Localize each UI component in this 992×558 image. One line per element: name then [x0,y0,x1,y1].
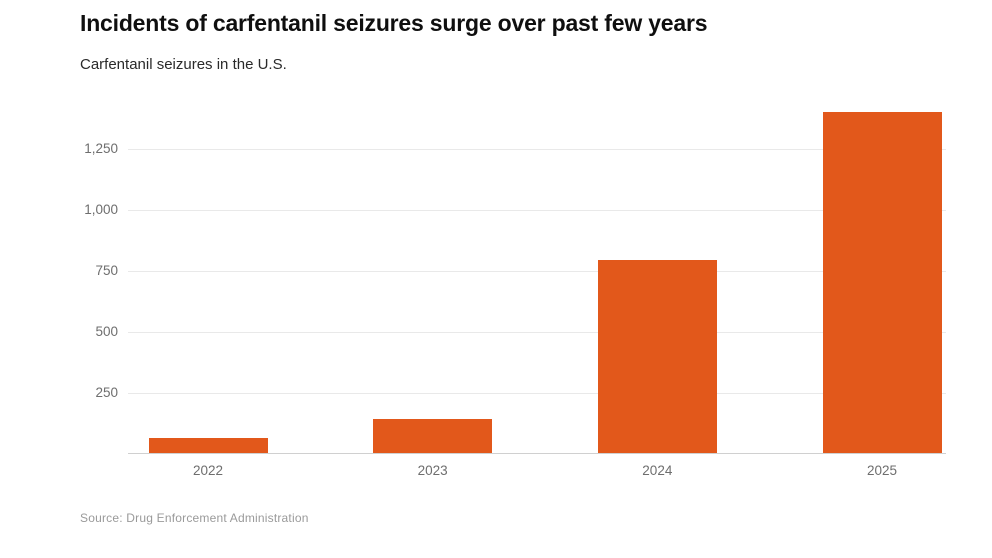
bar-2023 [373,418,493,453]
y-axis-tick-label: 750 [95,262,118,278]
x-axis-tick-label: 2022 [192,463,224,478]
x-axis-baseline [128,453,946,454]
gridline-y-1250 [128,148,946,150]
chart-title: Incidents of carfentanil seizures surge … [80,10,708,36]
y-axis-tick-label: 500 [95,323,118,339]
gridline-y-750 [128,270,946,272]
bar-2024 [597,260,717,453]
x-axis-tick-label: 2025 [866,463,898,478]
gridline-y-500 [128,331,946,333]
bar-chart-plot-area: 250 500 750 1,000 1,250 2022 2023 2024 2025 [84,100,946,478]
x-axis-tick-label: 2024 [642,463,673,478]
bar-2025 [822,112,942,453]
gridline-y-250 [128,392,946,394]
gridline-y-1000 [128,209,946,211]
x-axis-tick-label: 2023 [417,463,448,478]
source-note: Source: Drug Enforcement Administration [80,511,309,525]
y-axis-tick-label: 1,250 [84,140,118,156]
bar-2022 [148,438,268,453]
y-axis-tick-label: 1,000 [84,201,118,217]
chart-subtitle: Carfentanil seizures in the U.S. [80,56,287,73]
y-axis-tick-label: 250 [95,384,118,400]
